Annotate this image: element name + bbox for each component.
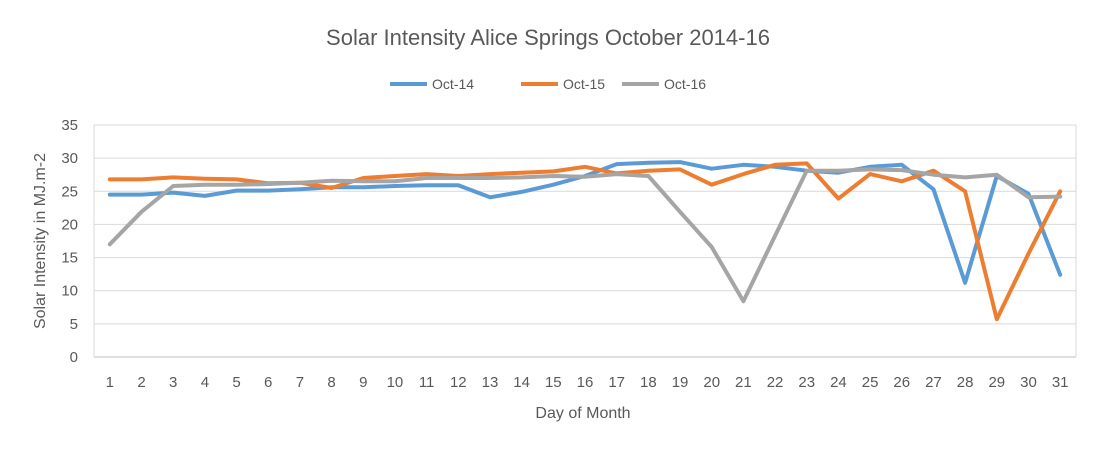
x-tick-label: 14 <box>513 374 530 391</box>
x-tick-label: 12 <box>450 374 467 391</box>
x-tick-label: 21 <box>735 374 752 391</box>
x-axis-ticks: 1 2 3 4 5 6 7 8 9 10 11 12 13 14 15 16 17 18 19 20 21 22 23 24 2… <box>106 374 1069 391</box>
x-tick-label: 18 <box>640 374 657 391</box>
x-tick-label: 23 <box>798 374 815 391</box>
x-tick-label: 6 <box>264 374 272 391</box>
x-tick-label: 19 <box>672 374 689 391</box>
x-tick-label: 10 <box>387 374 404 391</box>
series-line-oct-15 <box>107 161 1063 322</box>
y-tick-label: 0 <box>70 349 78 366</box>
y-tick-label: 5 <box>70 316 78 333</box>
x-tick-label: 17 <box>608 374 625 391</box>
x-tick-label: 26 <box>893 374 910 391</box>
x-tick-label: 15 <box>545 374 562 391</box>
x-tick-label: 20 <box>703 374 720 391</box>
x-tick-label: 27 <box>925 374 942 391</box>
x-tick-label: 16 <box>577 374 594 391</box>
y-axis-ticks: 0 5 10 15 20 25 30 35 <box>61 117 78 366</box>
x-tick-label: 13 <box>482 374 499 391</box>
legend-label: Oct-14 <box>432 76 474 92</box>
x-tick-label: 31 <box>1052 374 1069 391</box>
series-lines <box>107 160 1063 322</box>
x-tick-label: 9 <box>359 374 367 391</box>
x-tick-label: 8 <box>327 374 335 391</box>
legend-label: Oct-15 <box>563 76 605 92</box>
y-tick-label: 25 <box>61 183 78 200</box>
y-tick-label: 10 <box>61 283 78 300</box>
chart-title: Solar Intensity Alice Springs October 20… <box>326 25 770 50</box>
series-line-oct-16 <box>107 167 1063 304</box>
x-tick-label: 1 <box>106 374 114 391</box>
x-axis-title: Day of Month <box>535 405 630 422</box>
gridlines <box>93 124 1077 358</box>
x-tick-label: 25 <box>862 374 879 391</box>
y-axis-title: Solar Intensity in MJ.m-2 <box>32 153 49 329</box>
legend-label: Oct-16 <box>664 76 706 92</box>
x-tick-label: 28 <box>957 374 974 391</box>
x-tick-label: 11 <box>419 374 435 391</box>
x-tick-label: 24 <box>830 374 847 391</box>
y-tick-label: 35 <box>61 117 78 134</box>
y-tick-label: 20 <box>61 216 78 233</box>
legend: Oct-14 Oct-15 Oct-16 <box>390 76 706 92</box>
x-tick-label: 30 <box>1020 374 1037 391</box>
x-tick-label: 22 <box>767 374 784 391</box>
x-tick-label: 3 <box>169 374 177 391</box>
y-tick-label: 15 <box>61 250 78 267</box>
x-tick-label: 29 <box>988 374 1005 391</box>
x-tick-label: 7 <box>296 374 304 391</box>
x-tick-label: 4 <box>201 374 209 391</box>
y-tick-label: 30 <box>61 150 78 167</box>
x-tick-label: 5 <box>232 374 240 391</box>
x-tick-label: 2 <box>137 374 145 391</box>
